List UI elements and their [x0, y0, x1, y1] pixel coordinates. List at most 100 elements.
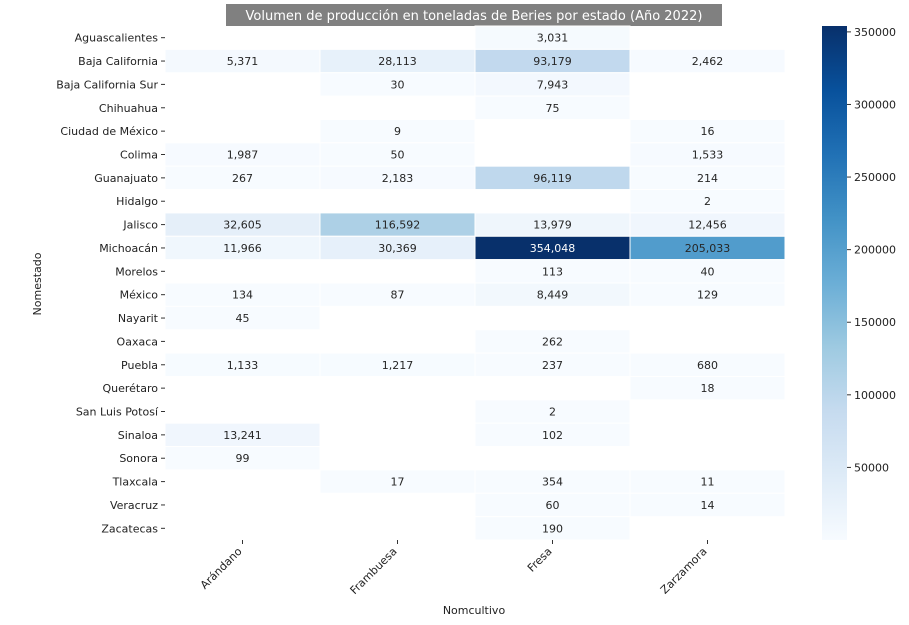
cell-value-label: 1,217	[382, 359, 414, 372]
y-tick-label: Veracruz	[110, 499, 158, 512]
cell-value-label: 2,462	[692, 55, 724, 68]
x-tick-label: Zarzamora	[658, 545, 710, 597]
heatmap-cell	[474, 95, 631, 120]
chart-title-background	[226, 4, 722, 26]
colorbar-tick-label: 300000	[854, 98, 896, 111]
colorbar-gradient	[822, 26, 847, 540]
colorbar-tick-label: 150000	[854, 316, 896, 329]
y-tick-label: México	[120, 289, 159, 302]
chart-title: Volumen de producción en toneladas de Be…	[246, 9, 703, 24]
colorbar-tick-label: 100000	[854, 389, 896, 402]
cell-value-label: 102	[542, 429, 563, 442]
cell-value-label: 17	[391, 476, 405, 489]
heatmap-cell	[629, 375, 786, 401]
heatmap-cells	[164, 25, 786, 541]
cell-value-label: 32,605	[223, 219, 262, 232]
cell-value-label: 237	[542, 359, 563, 372]
y-tick-label: Baja California	[78, 55, 158, 68]
cell-value-label: 2,183	[382, 172, 414, 185]
cell-value-label: 11	[701, 476, 715, 489]
cell-value-label: 13,241	[223, 429, 262, 442]
cell-value-label: 28,113	[378, 55, 417, 68]
heatmap-cell	[629, 492, 786, 518]
x-axis-label: Nomcultivo	[443, 604, 506, 617]
y-tick-label: Morelos	[115, 265, 158, 278]
cell-value-label: 2	[549, 406, 556, 419]
cell-value-label: 13,979	[533, 219, 572, 232]
cell-value-label: 214	[697, 172, 718, 185]
cell-value-label: 60	[546, 499, 560, 512]
y-tick-label: Tlaxcala	[112, 476, 158, 489]
y-tick-label: Colima	[120, 149, 158, 162]
cell-value-label: 267	[232, 172, 253, 185]
cell-value-label: 18	[701, 382, 715, 395]
colorbar-tick-label: 50000	[854, 461, 889, 474]
cell-value-label: 134	[232, 289, 253, 302]
cell-value-label: 50	[391, 149, 405, 162]
cell-value-label: 116,592	[375, 219, 421, 232]
cell-value-label: 96,119	[533, 172, 572, 185]
cell-value-label: 8,449	[537, 289, 569, 302]
y-axis: Aguascalientes Baja California Baja Califo…	[56, 32, 165, 535]
y-tick-label: Querétaro	[102, 382, 158, 395]
x-axis: Arándano Frambuesa Fresa Zarzamora	[198, 540, 710, 597]
y-tick-label: San Luis Potosí	[76, 406, 159, 419]
colorbar-tick-label: 250000	[854, 171, 896, 184]
y-tick-label: Sinaloa	[118, 429, 158, 442]
y-tick-label: Guanajuato	[94, 172, 158, 185]
cell-value-label: 99	[236, 452, 250, 465]
y-tick-label: Puebla	[121, 359, 158, 372]
y-tick-label: Nayarit	[118, 312, 159, 325]
cell-value-label: 30	[391, 78, 405, 91]
cell-value-label: 680	[697, 359, 718, 372]
cell-value-label: 45	[236, 312, 250, 325]
y-axis-label: Nomestado	[31, 252, 44, 315]
y-tick-label: Aguascalientes	[75, 32, 159, 45]
heatmap-cell	[474, 422, 631, 448]
cell-value-label: 1,133	[227, 359, 259, 372]
cell-value-label: 354	[542, 476, 563, 489]
cell-value-label: 75	[546, 102, 560, 115]
colorbar-ticks: 50000 100000 150000 200000 250000 300000 35000…	[847, 26, 896, 474]
y-tick-label: Sonora	[119, 452, 158, 465]
cell-value-label: 14	[701, 499, 715, 512]
cell-value-label: 129	[697, 289, 718, 302]
y-tick-label: Jalisco	[122, 219, 158, 232]
x-tick-label: Arándano	[198, 545, 245, 592]
x-tick-label: Frambuesa	[348, 545, 400, 597]
heatmap-cell-labels: 3,031 5,371 28,113 93,179 2,462 30 7,943 75 9 16 1…	[223, 32, 730, 536]
cell-value-label: 16	[701, 125, 715, 138]
cell-value-label: 190	[542, 522, 563, 535]
cell-value-label: 87	[391, 289, 405, 302]
heatmap-cell	[629, 282, 786, 307]
y-tick-label: Oaxaca	[117, 335, 158, 348]
cell-value-label: 93,179	[533, 55, 572, 68]
chart-title-group: Volumen de producción en toneladas de Be…	[226, 4, 722, 26]
cell-value-label: 2	[704, 195, 711, 208]
colorbar-tick-label: 350000	[854, 26, 896, 39]
cell-value-label: 12,456	[688, 219, 727, 232]
cell-value-label: 205,033	[685, 242, 731, 255]
colorbar	[822, 26, 847, 540]
y-tick-label: Ciudad de México	[60, 125, 158, 138]
y-tick-label: Hidalgo	[116, 195, 158, 208]
cell-value-label: 1,533	[692, 149, 724, 162]
cell-value-label: 354,048	[530, 242, 576, 255]
cell-value-label: 9	[394, 125, 401, 138]
y-tick-label: Michoacán	[99, 242, 158, 255]
cell-value-label: 7,943	[537, 78, 569, 91]
x-tick-label: Fresa	[525, 545, 555, 575]
cell-value-label: 5,371	[227, 55, 259, 68]
cell-value-label: 113	[542, 265, 563, 278]
y-tick-label: Baja California Sur	[56, 78, 158, 91]
cell-value-label: 30,369	[378, 242, 417, 255]
y-tick-label: Chihuahua	[99, 102, 158, 115]
cell-value-label: 40	[701, 265, 715, 278]
y-tick-label: Zacatecas	[101, 522, 158, 535]
cell-value-label: 3,031	[537, 32, 569, 45]
heatmap-cell	[629, 48, 786, 74]
cell-value-label: 11,966	[223, 242, 262, 255]
colorbar-tick-label: 200000	[854, 244, 896, 257]
cell-value-label: 262	[542, 335, 563, 348]
